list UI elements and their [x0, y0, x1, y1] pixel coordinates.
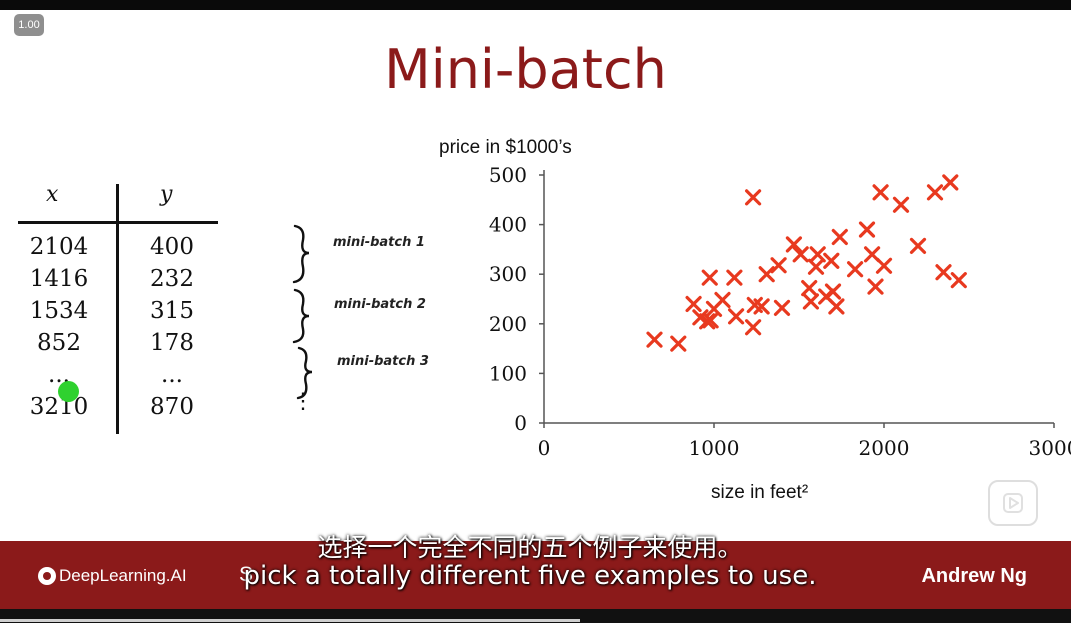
minibatch-braces [292, 224, 313, 400]
chart-y-tick-label: 100 [489, 361, 527, 385]
chart-x-tick-label: 0 [538, 436, 551, 460]
subtitle-chinese: 选择一个完全不同的五个例子来使用。 [317, 533, 743, 562]
chart-x-tick-label: 2000 [859, 436, 910, 460]
chart-point [831, 228, 848, 246]
subtitle-english: pick a totally different five examples t… [243, 561, 817, 591]
table-cell: 315 [150, 298, 194, 324]
chart-point [875, 257, 893, 274]
chart-point [670, 335, 687, 352]
table-cell: ... [161, 362, 183, 388]
table-cell: ... [48, 362, 70, 388]
chart-point [926, 184, 944, 201]
chart-point [745, 319, 762, 336]
chart-point [701, 269, 718, 286]
chart-point [872, 184, 889, 201]
slide-title: Mini-batch [384, 38, 667, 101]
table-cell: 852 [37, 330, 81, 356]
minibatch-label-2: mini-batch 2 [334, 297, 426, 312]
logo-text: DeepLearning.AI [59, 566, 187, 585]
deeplearning-logo-icon [38, 567, 56, 585]
chart-y-tick-label: 300 [489, 262, 527, 286]
player-top-bar [0, 0, 1071, 10]
table-cell: 1416 [29, 266, 89, 292]
chart-point [646, 331, 663, 348]
vertical-ellipsis: ⋮ [292, 388, 314, 413]
table-column-divider [116, 184, 119, 434]
chart-point [770, 257, 787, 274]
chart-point [785, 236, 802, 253]
chart-y-axis-label: price in $1000’s [439, 137, 572, 158]
chart-point [726, 269, 743, 286]
chart-tick-labels: 0 100 200 300 400 500 0 1000 2000 3000 [489, 163, 1071, 460]
minibatch-label-1: mini-batch 1 [333, 235, 425, 250]
chart-points [646, 174, 967, 352]
play-button[interactable] [988, 480, 1038, 526]
chart-point [892, 196, 910, 213]
chart-point [935, 264, 952, 281]
table-header-x: x [46, 182, 59, 207]
chart-point [714, 291, 731, 309]
chart-point [847, 261, 864, 278]
chart-x-tick-label: 1000 [689, 436, 740, 460]
chart-point [823, 252, 840, 269]
chart-point [809, 246, 826, 263]
chart-point [824, 283, 842, 300]
chart-point [858, 221, 876, 238]
table-cell: 400 [150, 234, 194, 260]
chart-point [728, 308, 745, 325]
chart-y-tick-label: 500 [489, 163, 527, 187]
author-name: Andrew Ng [921, 565, 1027, 587]
chart-point [801, 279, 818, 297]
table-cell: 870 [150, 394, 194, 420]
chart-point [802, 293, 819, 310]
playback-progress-bar[interactable] [0, 619, 580, 622]
table-cell: 232 [150, 266, 194, 292]
chart-point [699, 313, 716, 330]
chart-point [792, 246, 809, 263]
chart-point [828, 298, 845, 315]
slide-caption-partial: S [239, 563, 254, 586]
chart-point [753, 298, 770, 315]
chart-point [807, 258, 825, 275]
playback-speed-badge[interactable]: 1.00 [14, 14, 44, 36]
scatter-chart: 0 100 200 300 400 500 0 1000 2000 3000 price in $… [439, 137, 1071, 503]
chart-point [685, 295, 702, 313]
play-icon [1003, 493, 1023, 513]
table-cell: 3210 [29, 394, 89, 420]
table-cell: 178 [150, 330, 194, 356]
chart-y-tick-label: 0 [514, 411, 527, 435]
chart-point [867, 278, 884, 295]
cursor-highlight-dot [58, 381, 79, 402]
chart-point [745, 189, 762, 206]
chart-axes [539, 170, 1055, 428]
chart-point [773, 299, 791, 317]
chart-y-tick-label: 400 [489, 213, 527, 237]
table-cell: 2104 [29, 234, 89, 260]
chart-point [758, 266, 775, 283]
lecture-slide: Mini-batch x y 2104 400 1416 232 1534 31… [0, 10, 1071, 541]
slide-footer-bar: DeepLearning.AI S Andrew Ng [0, 541, 1071, 609]
chart-point [950, 272, 967, 289]
chart-y-tick-label: 200 [489, 312, 527, 336]
chart-point [942, 174, 959, 191]
chart-x-tick-label: 3000 [1029, 436, 1071, 460]
table-cell: 1534 [29, 298, 89, 324]
deeplearning-logo: DeepLearning.AI [38, 566, 187, 586]
table-header-y: y [160, 182, 173, 207]
minibatch-label-3: mini-batch 3 [337, 354, 429, 369]
chart-point [909, 237, 927, 255]
chart-x-axis-label: size in feet² [711, 482, 808, 503]
